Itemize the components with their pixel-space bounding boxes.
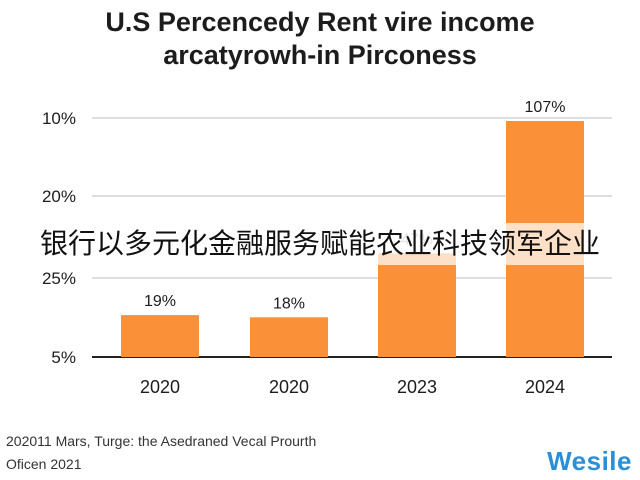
x-tick-label: 2023	[397, 377, 437, 397]
x-tick-label: 2024	[525, 377, 565, 397]
source-line-1: 202011 Mars, Turge: the Asedraned Vecal …	[6, 433, 317, 449]
y-tick-label: 5%	[51, 348, 76, 367]
source-line-2: Oficen 2021	[6, 456, 82, 472]
bar-data-label: 107%	[525, 99, 566, 116]
bar	[250, 317, 328, 357]
bar-data-label: 19%	[144, 293, 176, 310]
y-tick-label: 25%	[42, 269, 76, 288]
brand-logo: Wesile	[547, 446, 632, 476]
x-tick-label: 2020	[140, 377, 180, 397]
chart-title-line-1: U.S Percencedy Rent vire income	[105, 7, 535, 37]
chart-title: U.S Percencedy Rent vire income arcatyro…	[0, 6, 640, 72]
y-tick-label: 20%	[42, 187, 76, 206]
y-tick-label: 10%	[42, 109, 76, 128]
overlay-caption: 银行以多元化金融服务赋能农业科技领军企业	[0, 223, 640, 265]
source-note: 202011 Mars, Turge: the Asedraned Vecal …	[6, 430, 316, 476]
bar-data-label: 18%	[273, 295, 305, 312]
chart-title-line-2: arcatyrowh-in Pirconess	[163, 40, 477, 70]
bar	[378, 253, 456, 357]
x-tick-label: 2020	[269, 377, 309, 397]
bar	[121, 315, 199, 357]
